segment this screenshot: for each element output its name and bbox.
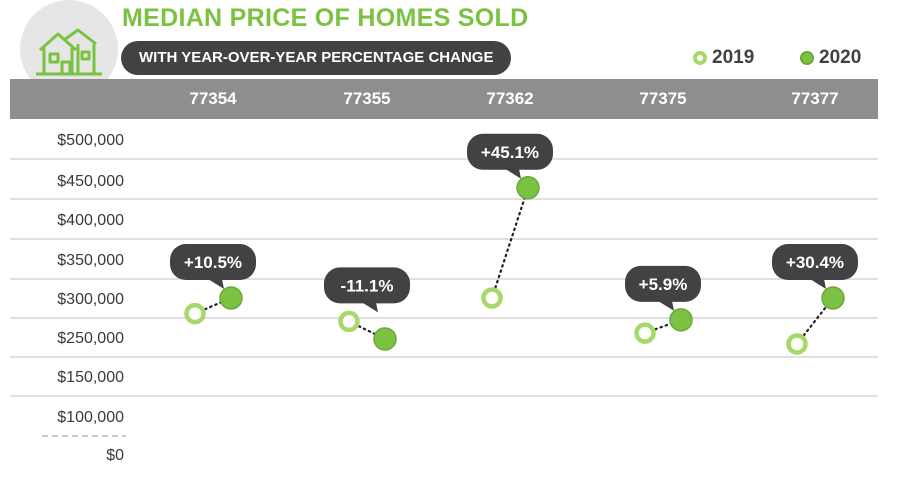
x-tick-label: 77362: [486, 89, 534, 108]
change-bubble-pointer: [810, 279, 826, 289]
y-tick-label: $0: [106, 447, 124, 464]
legend-marker-2019: [693, 51, 707, 65]
legend-marker-2020: [800, 51, 814, 65]
legend-item-2020: 2020: [800, 46, 861, 70]
point-2020: [219, 286, 243, 310]
change-label: +30.4%: [786, 253, 844, 272]
change-bubble: [625, 265, 701, 302]
y-tick-label: $350,000: [57, 252, 124, 269]
change-bubble: [170, 244, 256, 280]
x-tick-label: 77354: [189, 89, 237, 108]
x-tick-label: 77375: [639, 89, 687, 108]
y-tick-label: $150,000: [57, 369, 124, 386]
house-icon: [36, 28, 102, 76]
point-2019: [184, 302, 206, 325]
change-bubble-pointer: [362, 302, 378, 313]
y-tick-label: $450,000: [57, 173, 124, 190]
change-label: -11.1%: [341, 276, 394, 295]
point-2020: [373, 327, 397, 351]
change-bubble: [772, 244, 858, 280]
change-bubble-pointer: [505, 168, 521, 179]
change-label: +5.9%: [639, 275, 688, 294]
point-2020: [821, 286, 845, 310]
change-bubble-pointer: [658, 300, 674, 311]
change-bubble: [324, 267, 410, 304]
y-tick-label: $500,000: [57, 132, 124, 149]
category-header-band: [10, 79, 878, 119]
point-2019: [634, 322, 656, 344]
legend-label-2019: 2019: [712, 47, 755, 68]
y-tick-label: $400,000: [57, 212, 124, 229]
x-tick-label: 77377: [791, 89, 839, 108]
change-connector: [490, 186, 530, 300]
point-2020: [516, 176, 540, 200]
point-2020: [669, 308, 693, 332]
point-2019: [338, 310, 360, 333]
x-tick-label: 77355: [343, 89, 391, 108]
chart-title: MEDIAN PRICE OF HOMES SOLD: [122, 4, 529, 32]
change-bubble: [467, 133, 553, 170]
y-tick-label: $100,000: [57, 409, 124, 426]
legend-item-2019: 2019: [693, 46, 754, 70]
chart-subtitle: WITH YEAR-OVER-YEAR PERCENTAGE CHANGE: [121, 41, 512, 75]
point-2019: [786, 333, 808, 355]
legend-label-2020: 2020: [819, 47, 862, 68]
change-label: +10.5%: [184, 253, 242, 272]
change-bubble-pointer: [208, 279, 224, 289]
point-2019: [481, 287, 503, 309]
y-tick-label: $250,000: [57, 330, 124, 347]
change-label: +45.1%: [481, 143, 539, 162]
y-tick-label: $300,000: [57, 291, 124, 308]
